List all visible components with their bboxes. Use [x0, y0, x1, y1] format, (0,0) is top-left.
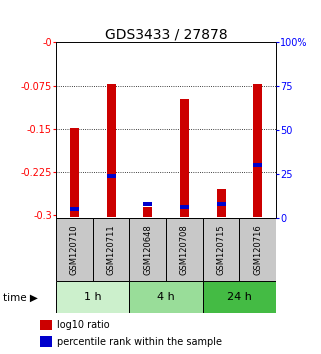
Text: 4 h: 4 h	[157, 292, 175, 302]
Bar	[180, 99, 189, 217]
Bar	[239, 218, 276, 281]
Text: GSM120708: GSM120708	[180, 224, 189, 275]
Bar	[40, 336, 52, 347]
Bar	[107, 174, 116, 178]
Bar	[129, 218, 166, 281]
Bar	[93, 218, 129, 281]
Bar	[56, 218, 93, 281]
Bar	[70, 127, 79, 217]
Bar	[216, 189, 226, 217]
Bar	[203, 281, 276, 313]
Text: log10 ratio: log10 ratio	[56, 320, 109, 330]
Text: 1 h: 1 h	[84, 292, 102, 302]
Bar	[143, 207, 152, 217]
Bar	[253, 163, 262, 167]
Bar	[129, 281, 203, 313]
Bar	[216, 202, 226, 206]
Text: GSM120711: GSM120711	[107, 224, 116, 275]
Text: time ▶: time ▶	[3, 292, 38, 302]
Bar	[180, 205, 189, 209]
Bar	[166, 218, 203, 281]
Text: percentile rank within the sample: percentile rank within the sample	[56, 337, 221, 347]
Text: GSM120648: GSM120648	[143, 224, 152, 275]
Bar	[56, 281, 129, 313]
Bar	[143, 202, 152, 206]
Bar	[253, 84, 262, 217]
Bar	[203, 218, 239, 281]
Text: GSM120710: GSM120710	[70, 224, 79, 275]
Bar	[70, 207, 79, 211]
Text: 24 h: 24 h	[227, 292, 252, 302]
Bar	[40, 320, 52, 330]
Title: GDS3433 / 27878: GDS3433 / 27878	[105, 27, 228, 41]
Text: GSM120715: GSM120715	[217, 224, 226, 275]
Bar	[107, 84, 116, 217]
Text: GSM120716: GSM120716	[253, 224, 262, 275]
